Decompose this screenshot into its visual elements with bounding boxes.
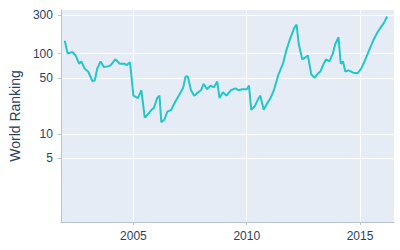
svg-text:50: 50 xyxy=(40,71,54,85)
svg-text:300: 300 xyxy=(33,8,53,22)
svg-text:2010: 2010 xyxy=(233,229,260,243)
svg-text:2015: 2015 xyxy=(347,229,374,243)
svg-text:World Ranking: World Ranking xyxy=(7,70,23,162)
svg-text:10: 10 xyxy=(40,127,54,141)
svg-text:100: 100 xyxy=(33,47,53,61)
svg-text:5: 5 xyxy=(46,151,53,165)
svg-text:2005: 2005 xyxy=(120,229,147,243)
